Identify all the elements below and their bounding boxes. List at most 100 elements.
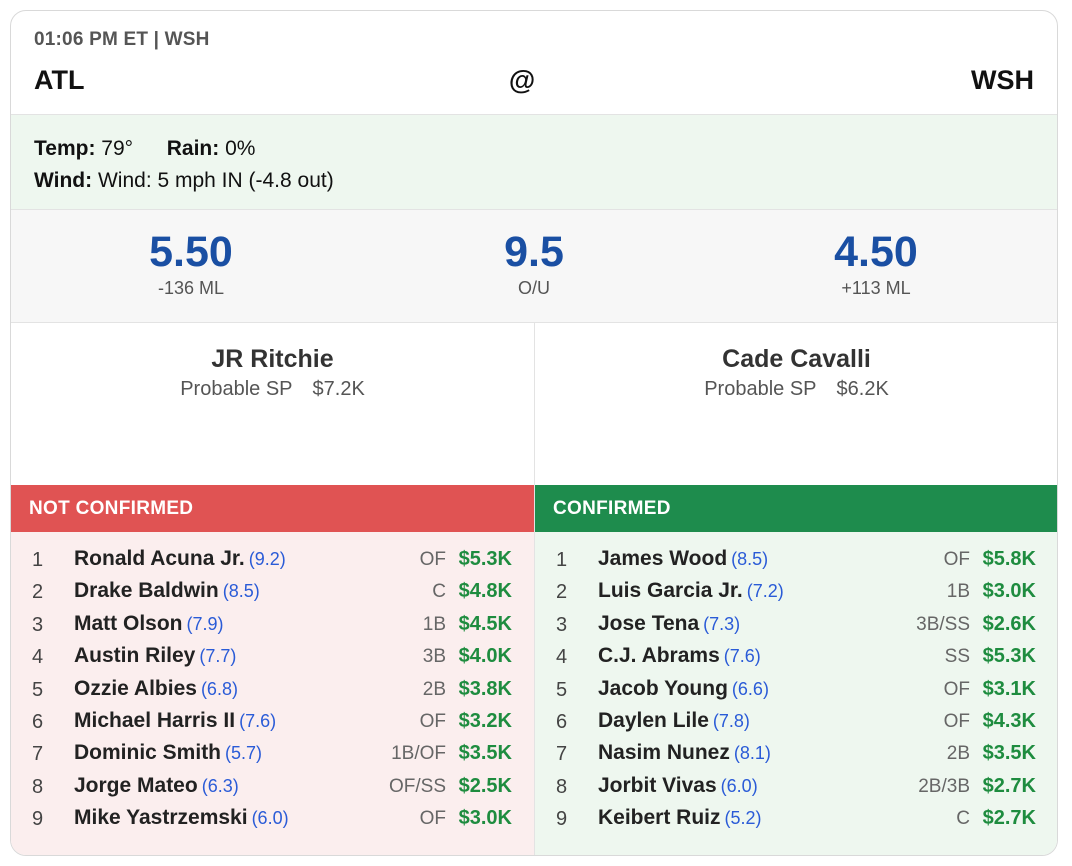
batting-order: 9	[32, 808, 44, 831]
player-row[interactable]: 7 Nasim Nunez (8.1) 2B $3.5K	[535, 738, 1057, 770]
player-salary: $3.8K	[458, 677, 512, 700]
player-name[interactable]: Daylen Lile (7.8)	[598, 709, 750, 733]
player-row[interactable]: 8 Jorge Mateo (6.3) OF/SS $2.5K	[11, 771, 534, 803]
player-name[interactable]: Nasim Nunez (8.1)	[598, 741, 771, 765]
player-rating: (7.7)	[199, 646, 237, 667]
player-row[interactable]: 5 Jacob Young (6.6) OF $3.1K	[535, 674, 1057, 706]
player-name-text[interactable]: Austin Riley	[74, 644, 196, 668]
player-rating: (6.0)	[251, 808, 289, 829]
game-card: 01:06 PM ET | WSH ATL @ WSH Temp: 79° Ra…	[10, 10, 1058, 856]
player-rating: (6.8)	[200, 678, 238, 699]
player-row[interactable]: 1 Ronald Acuna Jr. (9.2) OF $5.3K	[11, 544, 534, 576]
batting-order: 1	[556, 549, 568, 571]
player-row[interactable]: 4 Austin Riley (7.7) 3B $4.0K	[11, 641, 534, 673]
player-name[interactable]: Dominic Smith (5.7)	[74, 741, 262, 765]
player-row[interactable]: 5 Ozzie Albies (6.8) 2B $3.8K	[11, 674, 534, 706]
player-name[interactable]: Luis Garcia Jr. (7.2)	[598, 579, 784, 603]
player-row[interactable]: 3 Matt Olson (7.9) 1B $4.5K	[11, 609, 534, 641]
player-position: 1B	[422, 613, 446, 635]
batting-order: 3	[556, 613, 568, 636]
player-rating: (6.0)	[720, 775, 758, 796]
player-rating: (8.1)	[733, 743, 771, 764]
player-name-text[interactable]: Mike Yastrzemski	[74, 806, 248, 830]
player-salary: $2.5K	[458, 774, 512, 797]
player-name[interactable]: Jose Tena (7.3)	[598, 612, 740, 636]
player-name-text[interactable]: Jorbit Vivas	[598, 773, 717, 797]
player-name-text[interactable]: Jose Tena	[598, 611, 700, 635]
player-position: 3B/SS	[916, 613, 970, 635]
rain-value: 0%	[225, 137, 256, 160]
player-salary: $4.3K	[982, 709, 1036, 732]
player-rating: (6.3)	[201, 775, 239, 796]
temp-label: Temp:	[34, 137, 96, 160]
player-row[interactable]: 6 Michael Harris II (7.6) OF $3.2K	[11, 706, 534, 738]
player-name[interactable]: Jorbit Vivas (6.0)	[598, 774, 758, 798]
wind-value: Wind: 5 mph IN (-4.8 out)	[97, 169, 334, 192]
home-odds: 4.50 +113 ML	[776, 228, 976, 299]
player-name-text[interactable]: Michael Harris II	[74, 708, 236, 732]
player-name[interactable]: Ronald Acuna Jr. (9.2)	[74, 547, 286, 571]
player-row[interactable]: 1 James Wood (8.5) OF $5.8K	[535, 544, 1057, 576]
away-implied-total: 5.50	[149, 228, 233, 276]
player-salary: $2.7K	[982, 774, 1036, 797]
player-name[interactable]: Jorge Mateo (6.3)	[74, 774, 239, 798]
away-pitcher: JR Ritchie Probable SP $7.2K	[11, 345, 534, 401]
player-position: OF	[419, 808, 446, 830]
player-row[interactable]: 2 Luis Garcia Jr. (7.2) 1B $3.0K	[535, 576, 1057, 608]
batting-order: 2	[556, 581, 568, 604]
player-name-text[interactable]: Daylen Lile	[598, 708, 709, 732]
home-team[interactable]: WSH	[971, 65, 1034, 95]
player-name-text[interactable]: Ronald Acuna Jr.	[74, 547, 245, 570]
player-name-text[interactable]: Keibert Ruiz	[598, 806, 721, 830]
away-team[interactable]: ATL	[34, 65, 85, 95]
player-position: OF	[943, 549, 970, 570]
player-name[interactable]: Keibert Ruiz (5.2)	[598, 806, 762, 830]
matchup: ATL @ WSH	[34, 65, 1034, 95]
player-salary: $3.1K	[982, 677, 1036, 700]
player-name-text[interactable]: Ozzie Albies	[74, 676, 197, 700]
player-name[interactable]: Austin Riley (7.7)	[74, 644, 236, 668]
home-pitcher-name[interactable]: Cade Cavalli	[722, 345, 871, 373]
player-name-text[interactable]: Matt Olson	[74, 611, 183, 635]
player-name-text[interactable]: Jacob Young	[598, 676, 728, 700]
player-name[interactable]: Drake Baldwin (8.5)	[74, 579, 260, 603]
player-salary: $3.5K	[982, 742, 1036, 765]
batting-order: 9	[556, 808, 568, 831]
player-name[interactable]: C.J. Abrams (7.6)	[598, 644, 761, 668]
lineups: NOT CONFIRMED 1 Ronald Acuna Jr. (9.2) OF $5…	[11, 485, 1057, 855]
player-name[interactable]: Michael Harris II (7.6)	[74, 709, 276, 733]
player-row[interactable]: 4 C.J. Abrams (7.6) SS $5.3K	[535, 641, 1057, 673]
player-salary: $5.8K	[982, 548, 1036, 570]
player-name-text[interactable]: James Wood	[598, 547, 728, 570]
weather-panel: Temp: 79° Rain: 0% Wind: Wind: 5 mph IN …	[11, 114, 1057, 210]
player-name-text[interactable]: Drake Baldwin	[74, 579, 219, 603]
player-position: C	[432, 581, 446, 603]
player-row[interactable]: 2 Drake Baldwin (8.5) C $4.8K	[11, 576, 534, 608]
player-row[interactable]: 9 Keibert Ruiz (5.2) C $2.7K	[535, 803, 1057, 835]
player-row[interactable]: 7 Dominic Smith (5.7) 1B/OF $3.5K	[11, 738, 534, 770]
player-name-text[interactable]: Nasim Nunez	[598, 741, 730, 765]
player-row[interactable]: 6 Daylen Lile (7.8) OF $4.3K	[535, 706, 1057, 738]
player-name[interactable]: Ozzie Albies (6.8)	[74, 677, 238, 701]
player-position: OF	[943, 710, 970, 732]
player-name-text[interactable]: Dominic Smith	[74, 741, 222, 765]
player-row[interactable]: 8 Jorbit Vivas (6.0) 2B/3B $2.7K	[535, 771, 1057, 803]
player-name-text[interactable]: C.J. Abrams	[598, 644, 720, 668]
away-pitcher-salary: $7.2K	[312, 378, 365, 400]
player-name-text[interactable]: Luis Garcia Jr.	[598, 579, 743, 603]
player-rating: (7.6)	[239, 710, 277, 731]
player-name[interactable]: Jacob Young (6.6)	[598, 677, 769, 701]
player-salary: $3.2K	[458, 709, 512, 732]
player-name[interactable]: James Wood (8.5)	[598, 547, 768, 571]
away-pitcher-name[interactable]: JR Ritchie	[211, 345, 334, 373]
pitchers-panel: JR Ritchie Probable SP $7.2K Cade Cavalli…	[11, 323, 1057, 487]
player-name[interactable]: Mike Yastrzemski (6.0)	[74, 806, 289, 830]
home-pitcher: Cade Cavalli Probable SP $6.2K	[535, 345, 1057, 401]
player-rating: (7.9)	[186, 613, 224, 634]
player-row[interactable]: 9 Mike Yastrzemski (6.0) OF $3.0K	[11, 803, 534, 835]
player-salary: $2.6K	[982, 612, 1036, 635]
player-salary: $3.5K	[458, 742, 512, 765]
player-name-text[interactable]: Jorge Mateo	[74, 773, 198, 797]
player-name[interactable]: Matt Olson (7.9)	[74, 612, 224, 636]
player-row[interactable]: 3 Jose Tena (7.3) 3B/SS $2.6K	[535, 609, 1057, 641]
